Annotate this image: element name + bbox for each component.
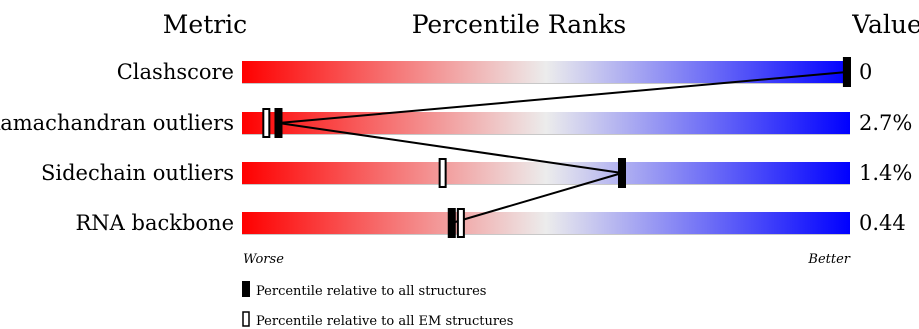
metric-label-rna-backbone: RNA backbone [75, 211, 234, 235]
chart-title: Percentile Ranks [412, 10, 627, 39]
em-percentile-marker-ramachandran-outliers [262, 108, 271, 138]
legend-open-marker-icon [242, 311, 250, 327]
metric-value-ramachandran-outliers: 2.7% [859, 111, 912, 135]
connector-lines [278, 71, 848, 224]
metric-value-sidechain-outliers: 1.4% [859, 161, 912, 185]
percentile-bar-ramachandran-outliers [242, 112, 850, 134]
connector-line-3 [451, 172, 623, 224]
all-percentile-marker-clashscore [842, 57, 851, 87]
metric-label-sidechain-outliers: Sidechain outliers [41, 161, 234, 185]
all-percentile-marker-rna-backbone [447, 208, 456, 238]
all-percentile-marker-sidechain-outliers [618, 158, 626, 188]
metric-column-header: Metric [163, 10, 247, 39]
all-percentile-marker-ramachandran-outliers [274, 108, 283, 138]
em-percentile-marker-sidechain-outliers [438, 158, 447, 188]
metric-value-rna-backbone: 0.44 [859, 211, 906, 235]
value-column-header: Value [851, 10, 919, 39]
percentile-bar-clashscore [242, 61, 850, 83]
better-axis-label: Better [807, 252, 850, 267]
metric-label-ramachandran-outliers: Ramachandran outliers [0, 111, 234, 135]
metric-rows: Clashscore 0 Ramachandran outliers 2.7% Side… [0, 60, 912, 235]
connector-line-1 [278, 71, 848, 124]
metric-label-clashscore: Clashscore [117, 60, 234, 84]
percentile-bar-rna-backbone [242, 212, 850, 234]
percentile-bar-sidechain-outliers [242, 162, 850, 184]
legend-em-structures-label: Percentile relative to all EM structures [256, 314, 513, 329]
worse-axis-label: Worse [243, 252, 284, 267]
connector-line-2 [278, 122, 623, 174]
metric-value-clashscore: 0 [859, 60, 872, 84]
percentile-markers [262, 57, 851, 238]
em-percentile-marker-rna-backbone [456, 208, 465, 238]
legend-all-structures-label: Percentile relative to all structures [256, 284, 486, 299]
legend-filled-marker-icon [242, 281, 250, 297]
